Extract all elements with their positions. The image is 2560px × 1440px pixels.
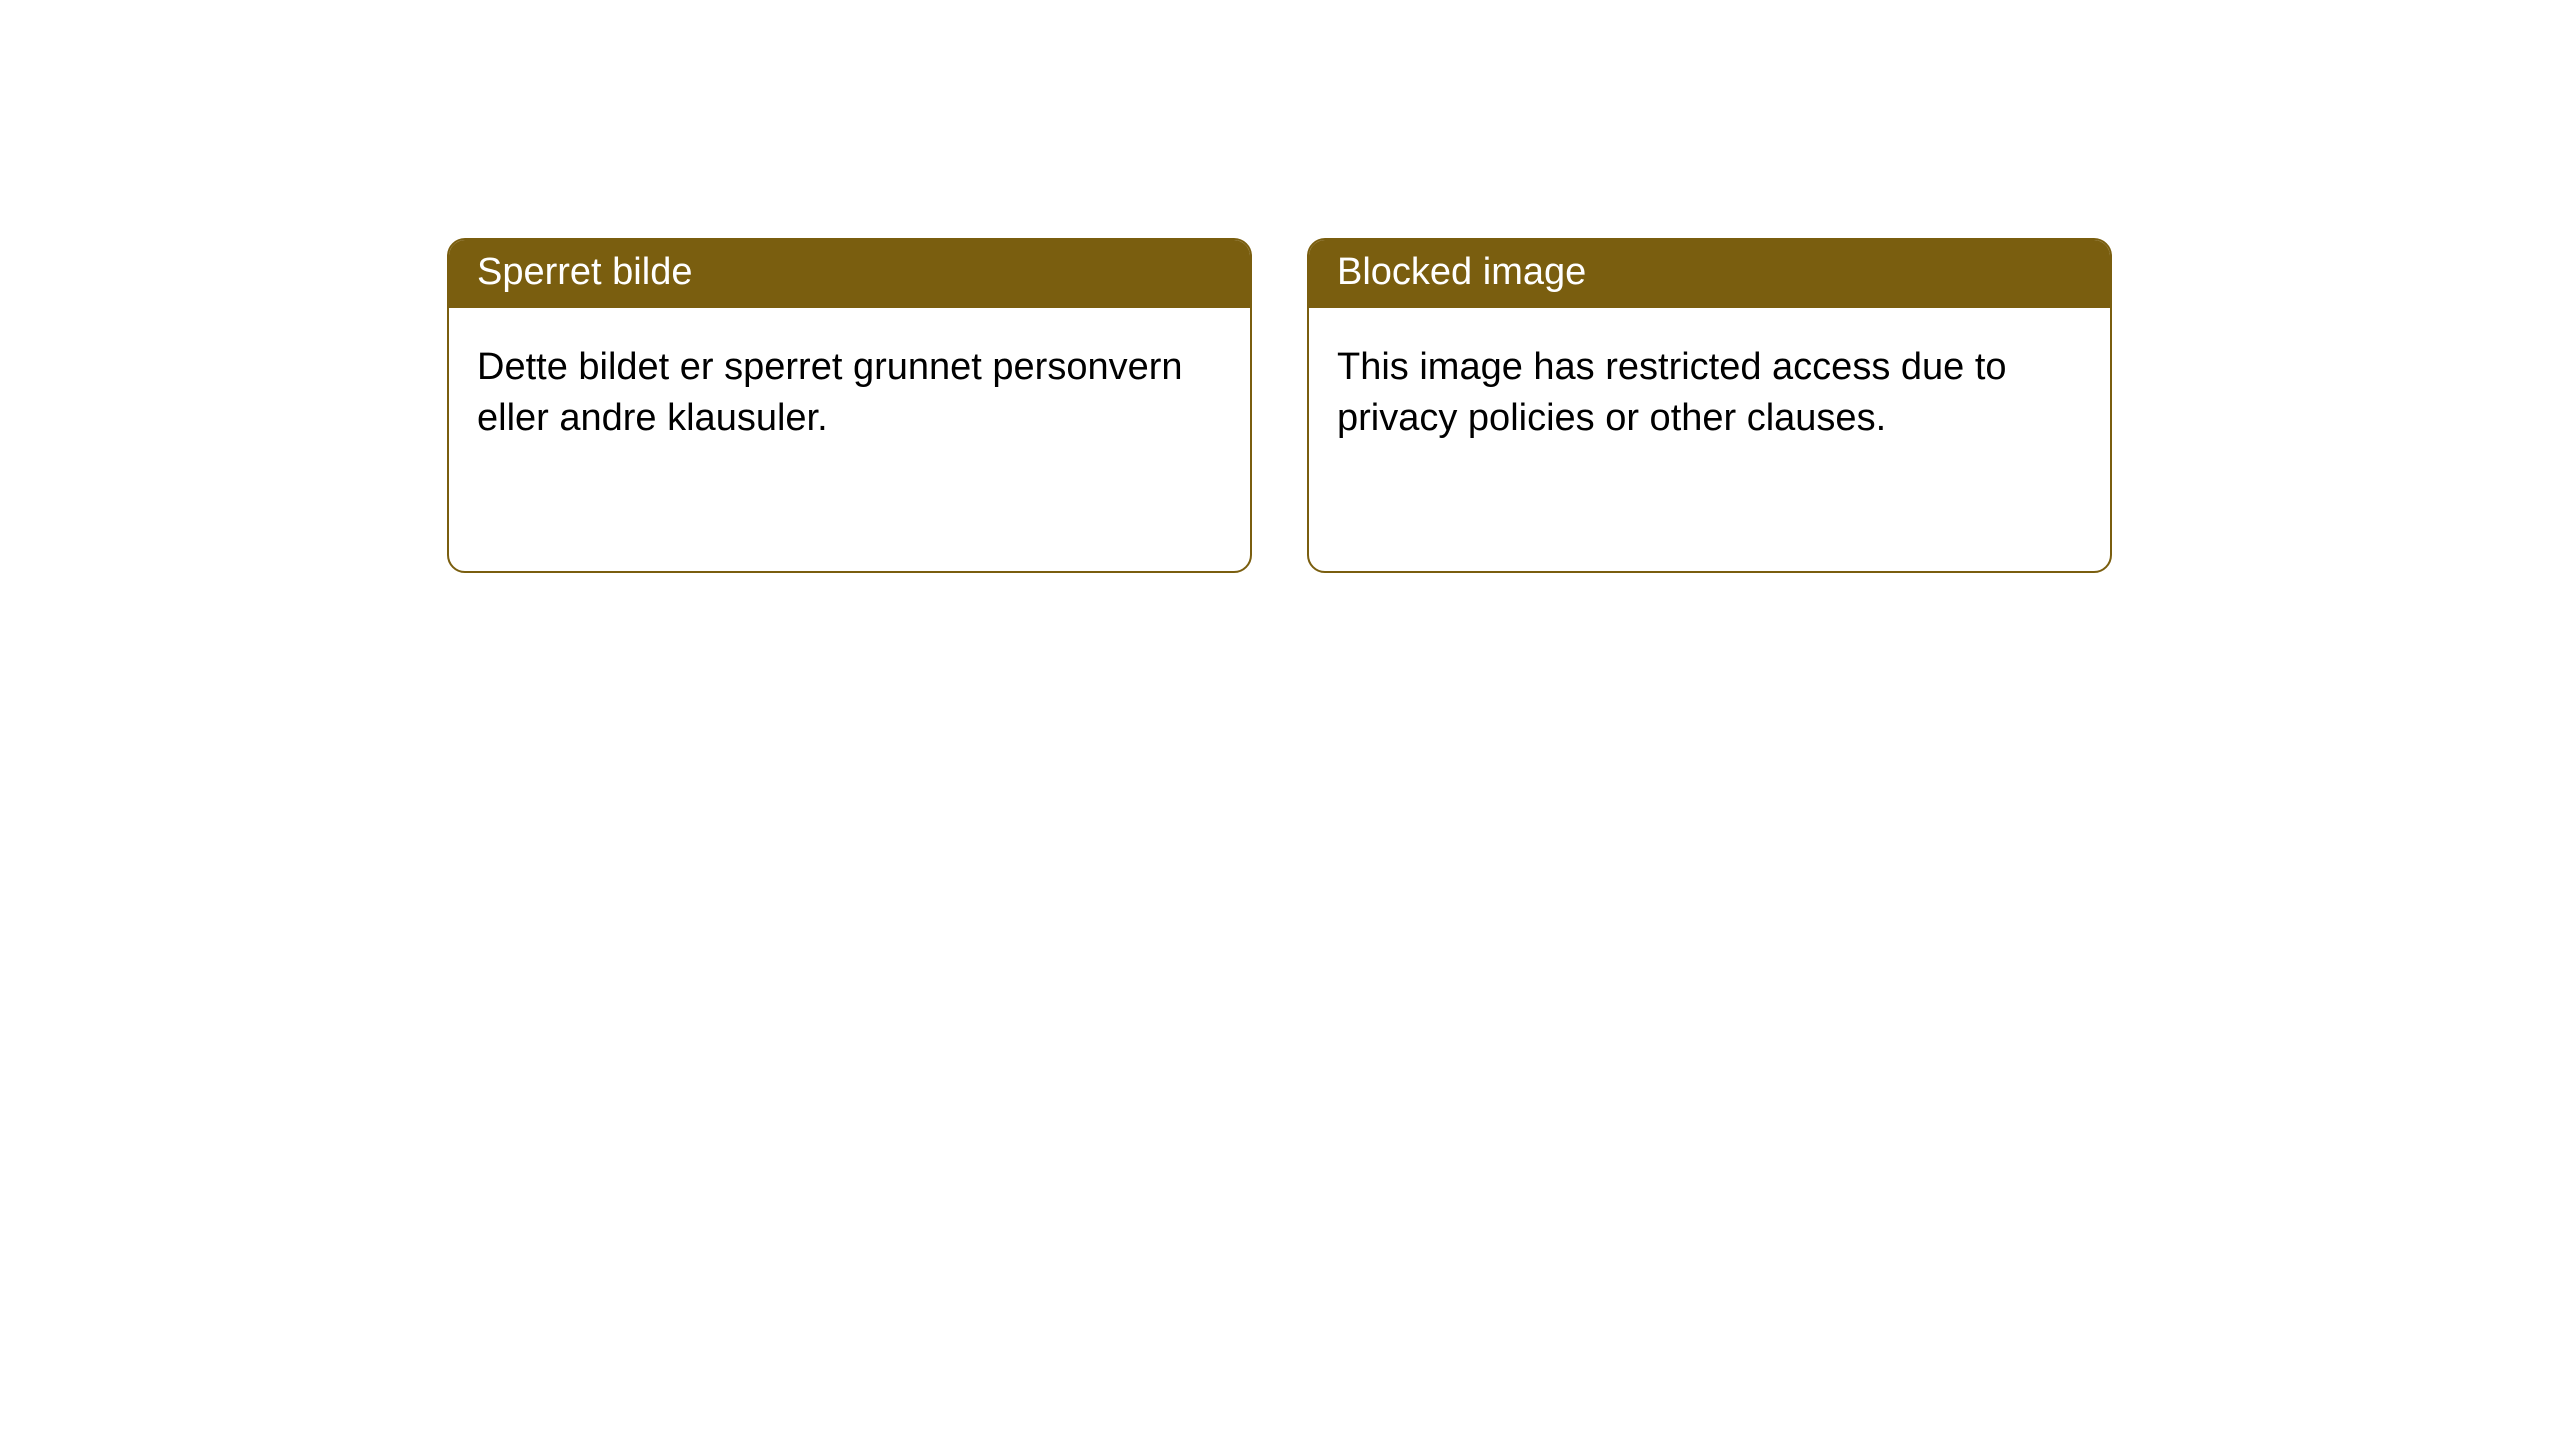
notice-container: Sperret bilde Dette bildet er sperret gr… bbox=[0, 0, 2560, 573]
notice-card-english: Blocked image This image has restricted … bbox=[1307, 238, 2112, 573]
notice-card-norwegian: Sperret bilde Dette bildet er sperret gr… bbox=[447, 238, 1252, 573]
notice-body: This image has restricted access due to … bbox=[1309, 308, 2110, 479]
notice-body: Dette bildet er sperret grunnet personve… bbox=[449, 308, 1250, 479]
notice-title: Blocked image bbox=[1309, 240, 2110, 308]
notice-title: Sperret bilde bbox=[449, 240, 1250, 308]
